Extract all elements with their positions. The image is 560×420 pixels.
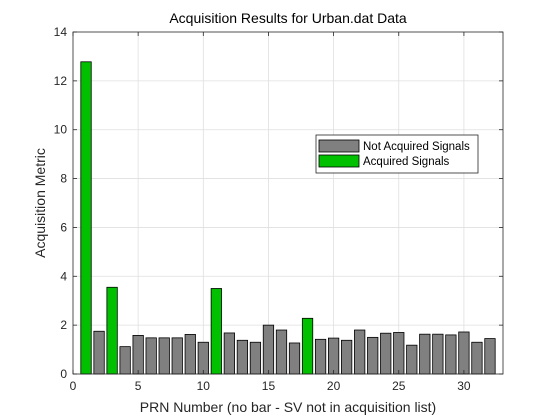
not-acquired-bar	[275, 329, 288, 375]
not-acquired-bar	[158, 337, 170, 375]
x-tick-label: 20	[327, 379, 341, 393]
legend-swatch	[318, 154, 360, 168]
legend-label: Not Acquired Signals	[363, 141, 470, 153]
not-acquired-bar	[484, 338, 496, 375]
y-tick-label: 10	[54, 123, 68, 137]
y-tick-label: 6	[60, 220, 67, 234]
not-acquired-bar	[145, 337, 157, 375]
y-tick-label: 2	[60, 318, 67, 332]
acquired-bar	[210, 288, 222, 375]
y-tick-label: 12	[54, 74, 68, 88]
x-axis-label: PRN Number (no bar - SV not in acquisiti…	[140, 399, 436, 415]
x-tick-label: 25	[392, 379, 406, 393]
not-acquired-bar	[380, 332, 392, 375]
not-acquired-bar	[288, 342, 301, 375]
not-acquired-bar	[184, 334, 196, 375]
not-acquired-bar	[262, 324, 275, 375]
not-acquired-bar	[393, 332, 405, 375]
legend: Not Acquired Signals Acquired Signals	[315, 134, 479, 174]
legend-label: Acquired Signals	[363, 156, 450, 168]
legend-swatch	[318, 139, 360, 153]
not-acquired-bar	[341, 339, 353, 375]
not-acquired-bar	[471, 341, 483, 375]
y-axis-label: Acquisition Metric	[32, 148, 48, 258]
x-tick-label: 15	[262, 379, 276, 393]
acquired-bar	[106, 286, 118, 375]
not-acquired-bar	[458, 331, 470, 375]
not-acquired-bar	[223, 332, 235, 375]
plot-area	[73, 32, 503, 374]
y-tick-label: 0	[60, 367, 67, 381]
not-acquired-bar	[354, 329, 366, 375]
not-acquired-bar	[432, 333, 444, 375]
chart-title: Acquisition Results for Urban.dat Data	[169, 10, 407, 26]
not-acquired-bar	[119, 346, 131, 375]
not-acquired-bar	[419, 333, 431, 375]
not-acquired-bar	[327, 337, 340, 375]
not-acquired-bar	[236, 339, 249, 375]
y-tick-label: 8	[60, 172, 67, 186]
not-acquired-bar	[314, 338, 327, 375]
x-tick-label: 0	[70, 379, 77, 393]
y-tick-label: 4	[60, 269, 67, 283]
not-acquired-bar	[445, 334, 457, 375]
not-acquired-bar	[171, 337, 183, 375]
plot-frame	[72, 31, 504, 375]
grid-lines	[73, 32, 503, 374]
acquired-bar	[301, 317, 314, 375]
not-acquired-bar	[249, 341, 262, 375]
not-acquired-bar	[406, 344, 418, 375]
x-tick-label: 10	[197, 379, 211, 393]
not-acquired-bar	[197, 341, 209, 375]
y-tick-label: 14	[54, 25, 68, 39]
x-tick-label: 5	[135, 379, 142, 393]
x-tick-label: 30	[457, 379, 471, 393]
acquired-bar	[80, 61, 92, 375]
axis-ticks: 0 5 10 15 20 25 30 0 2 4 6 8 10 12 14	[54, 25, 503, 393]
not-acquired-bar	[132, 335, 144, 375]
not-acquired-bar	[367, 336, 379, 375]
not-acquired-bar	[93, 330, 105, 375]
